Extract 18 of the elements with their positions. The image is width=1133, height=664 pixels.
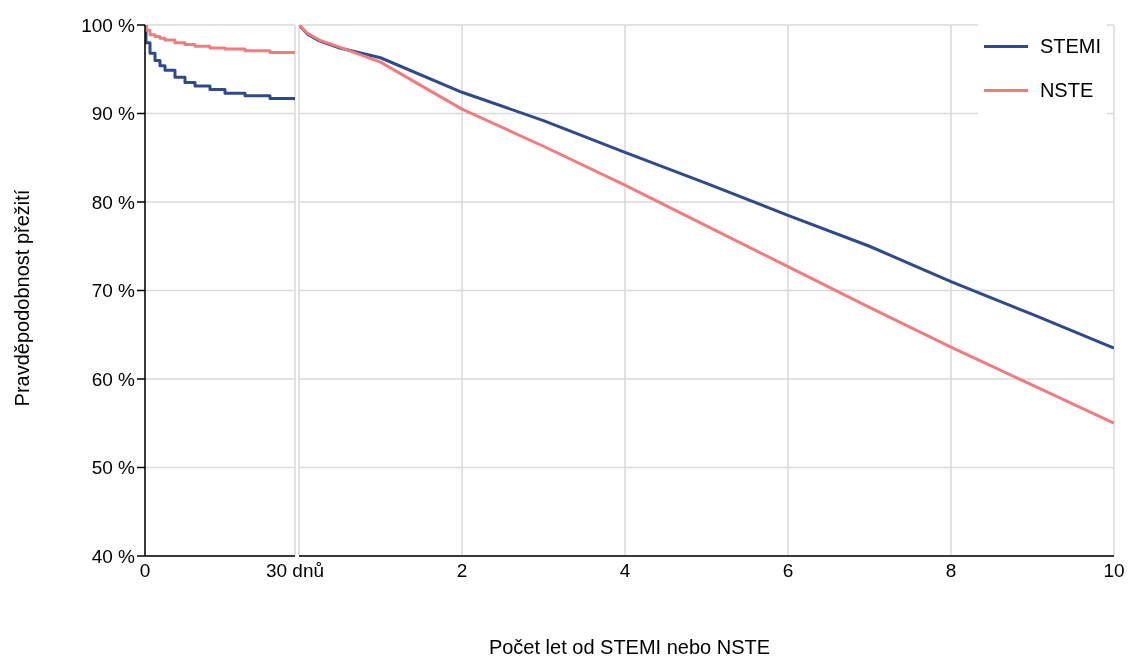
x-tick-label: 8 [945, 560, 957, 582]
y-tick-label: 80 % [91, 191, 136, 213]
x-tick-label: 10 [1103, 560, 1125, 582]
y-tick-label: 50 % [91, 457, 136, 479]
y-axis-title: Pravděpodobnost přežití [10, 189, 34, 407]
y-tick-label: 70 % [91, 280, 136, 302]
legend-label: NSTE [1039, 78, 1094, 102]
y-tick-label: 40 % [91, 545, 136, 567]
legend-label: STEMI [1039, 34, 1101, 58]
x-tick-label: 2 [456, 560, 468, 582]
y-tick-label: 90 % [91, 103, 136, 125]
x-axis-title: Počet let od STEMI nebo NSTE [487, 636, 772, 659]
x-tick-label: 4 [619, 560, 631, 582]
y-tick-label: 100 % [81, 14, 136, 36]
x-tick-label: 0 [139, 560, 151, 582]
x-tick-label: 30 dnů [265, 560, 325, 582]
x-tick-label: 6 [782, 560, 794, 582]
y-tick-label: 60 % [91, 368, 136, 390]
